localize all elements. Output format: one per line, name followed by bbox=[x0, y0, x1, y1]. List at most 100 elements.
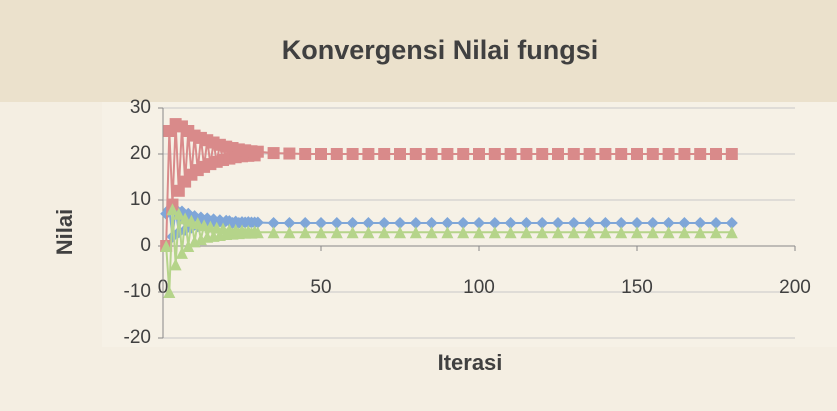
point bbox=[678, 226, 691, 239]
point bbox=[315, 217, 327, 229]
point bbox=[169, 258, 182, 271]
point bbox=[457, 148, 470, 160]
point bbox=[599, 226, 612, 239]
point bbox=[172, 184, 185, 197]
x-tick-label: 100 bbox=[463, 277, 495, 298]
point bbox=[299, 226, 312, 239]
point bbox=[330, 226, 343, 239]
point bbox=[710, 148, 722, 160]
point bbox=[583, 148, 596, 160]
point bbox=[694, 148, 707, 160]
x-axis-label: Iterasi bbox=[438, 350, 503, 375]
point bbox=[646, 226, 659, 239]
point bbox=[251, 226, 264, 239]
point bbox=[299, 217, 312, 229]
point bbox=[409, 148, 422, 160]
point bbox=[725, 217, 738, 229]
point bbox=[678, 148, 691, 160]
point bbox=[346, 148, 359, 160]
point bbox=[567, 148, 580, 160]
point bbox=[631, 226, 643, 239]
point bbox=[267, 226, 280, 239]
point bbox=[378, 148, 391, 160]
point bbox=[694, 226, 707, 239]
point bbox=[725, 226, 738, 239]
y-tick-label: 0 bbox=[140, 235, 151, 256]
point bbox=[583, 226, 596, 239]
x-tick-label: 200 bbox=[779, 277, 811, 298]
point bbox=[362, 148, 375, 160]
point bbox=[631, 217, 643, 229]
point bbox=[441, 217, 454, 229]
point bbox=[330, 148, 343, 160]
point bbox=[520, 226, 533, 239]
point bbox=[615, 217, 628, 229]
point bbox=[182, 240, 195, 252]
point bbox=[160, 240, 173, 252]
point bbox=[251, 145, 264, 158]
point bbox=[362, 217, 375, 229]
x-tick-label: 150 bbox=[621, 277, 653, 298]
point bbox=[678, 217, 691, 229]
point bbox=[378, 226, 391, 239]
point bbox=[662, 217, 675, 229]
point bbox=[552, 217, 564, 229]
point bbox=[520, 148, 533, 160]
point bbox=[394, 217, 406, 229]
point bbox=[473, 226, 485, 239]
point bbox=[346, 226, 359, 239]
point bbox=[552, 148, 564, 160]
point bbox=[599, 217, 612, 229]
point bbox=[409, 226, 422, 239]
point bbox=[615, 226, 628, 239]
point bbox=[457, 217, 470, 229]
point bbox=[283, 226, 296, 239]
point bbox=[504, 217, 517, 229]
point bbox=[163, 286, 176, 298]
point bbox=[330, 217, 343, 229]
point bbox=[473, 148, 485, 160]
point bbox=[441, 148, 454, 160]
point bbox=[175, 120, 188, 133]
title-band bbox=[0, 0, 837, 102]
point bbox=[267, 217, 280, 229]
point bbox=[457, 226, 470, 239]
point bbox=[394, 226, 406, 239]
point bbox=[315, 226, 327, 239]
x-tick-label: 50 bbox=[310, 277, 331, 298]
point bbox=[504, 226, 517, 239]
point bbox=[646, 148, 659, 160]
point bbox=[583, 217, 596, 229]
y-tick-label: 10 bbox=[130, 189, 151, 210]
point bbox=[425, 226, 438, 239]
point bbox=[166, 203, 179, 216]
y-tick-label: -10 bbox=[124, 281, 151, 302]
point bbox=[662, 226, 675, 239]
point bbox=[646, 217, 659, 229]
point bbox=[504, 148, 517, 160]
point bbox=[378, 217, 391, 229]
point bbox=[694, 217, 707, 229]
point bbox=[599, 148, 612, 160]
point bbox=[473, 217, 485, 229]
point bbox=[536, 226, 549, 239]
point bbox=[299, 148, 312, 160]
point bbox=[283, 147, 296, 160]
point bbox=[283, 217, 296, 229]
y-tick-label: 30 bbox=[130, 97, 151, 118]
point bbox=[425, 148, 438, 160]
point bbox=[710, 226, 722, 239]
point bbox=[251, 216, 264, 229]
point bbox=[425, 217, 438, 229]
point bbox=[267, 147, 280, 160]
point bbox=[725, 148, 738, 160]
y-tick-label: -20 bbox=[124, 327, 151, 348]
point bbox=[394, 148, 406, 160]
point bbox=[315, 148, 327, 160]
point bbox=[710, 217, 722, 229]
point bbox=[536, 217, 549, 229]
point bbox=[662, 148, 675, 160]
point bbox=[631, 148, 643, 160]
point bbox=[488, 217, 501, 229]
